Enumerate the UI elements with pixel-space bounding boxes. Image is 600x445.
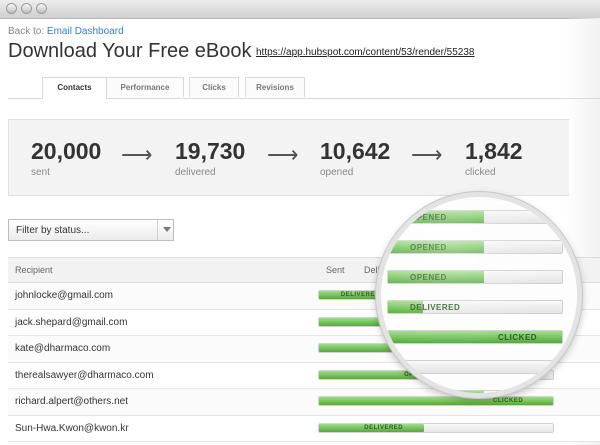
tab-clicks[interactable]: Clicks [189, 77, 239, 97]
stat-opened: 10,642 opened [320, 138, 390, 178]
status-progress-fill [319, 423, 425, 432]
status-progress-fill [319, 291, 401, 299]
lens-glare [381, 197, 577, 393]
window-titlebar [0, 0, 600, 19]
stat-sent-label: sent [31, 167, 50, 178]
recipient-email[interactable]: Sun-Hwa.Kwon@kwon.kr [15, 422, 129, 434]
stat-clicked-value: 1,842 [465, 138, 523, 164]
stat-delivered: 19,730 delivered [175, 138, 245, 178]
table-row[interactable]: Sun-Hwa.Kwon@kwon.kr DELIVERED [8, 415, 600, 442]
magnified-progress-fill [388, 271, 484, 283]
magnified-progress-bar [387, 360, 563, 374]
recipient-email[interactable]: richard.alpert@others.net [15, 396, 128, 407]
magnified-row: DELIVERED [381, 291, 577, 322]
magnified-progress-fill [388, 241, 484, 253]
magnifier-lens: OPENED OPENED OPENED DELIVERED CLICKED OPENED [376, 192, 582, 398]
tab-bar: Contacts Performance Clicks Revisions [8, 77, 600, 99]
status-label: DELIVERED [340, 292, 380, 298]
back-prefix: Back to: [8, 26, 45, 37]
magnified-row: OPENED [381, 231, 577, 262]
magnified-status-label: OPENED [410, 243, 447, 252]
magnified-progress-bar: OPENED [387, 240, 563, 254]
magnified-row: OPENED [381, 201, 577, 232]
right-arrow-icon: ⟶ [267, 142, 299, 167]
status-progress-bar: DELIVERED [318, 422, 554, 433]
status-filter-select[interactable]: Filter by status... [8, 219, 174, 241]
close-window-button[interactable] [6, 3, 17, 14]
magnified-progress-bar: OPENED [387, 390, 563, 393]
chevron-down-icon[interactable] [163, 227, 171, 232]
magnified-bars: OPENED OPENED OPENED DELIVERED CLICKED OPENED [381, 197, 577, 393]
magnified-progress-bar: DELIVERED [387, 300, 563, 314]
stat-clicked: 1,842 clicked [465, 138, 523, 178]
stat-opened-value: 10,642 [320, 138, 391, 164]
status-progress-fill [319, 344, 408, 352]
magnified-progress-fill [388, 301, 423, 313]
select-divider [157, 220, 158, 240]
magnified-row: CLICKED [381, 321, 577, 352]
column-recipient[interactable]: Recipient [15, 265, 53, 275]
status-progress-bar: CLICKED [318, 396, 554, 406]
magnified-status-label: OPENED [410, 213, 447, 222]
tab-performance[interactable]: Performance [106, 77, 184, 97]
stat-opened-label: opened [320, 167, 354, 178]
magnified-row: OPENED [381, 381, 577, 393]
magnified-progress-fill [388, 361, 406, 373]
recipient-email[interactable]: therealsawyer@dharmaco.com [15, 369, 154, 381]
stat-sent: 20,000 sent [31, 138, 101, 178]
stat-delivered-label: delivered [175, 167, 216, 178]
zoom-window-button[interactable] [36, 3, 47, 14]
recipient-email[interactable]: jack.shepard@gmail.com [15, 316, 128, 328]
status-label: DELIVERED [364, 424, 404, 431]
column-sent[interactable]: Sent [326, 265, 345, 275]
magnified-progress-bar: CLICKED [387, 330, 563, 344]
email-dashboard-link[interactable]: Email Dashboard [46, 26, 124, 37]
magnified-progress-bar: OPENED [387, 210, 563, 224]
render-url-link[interactable]: https://app.hubspot.com/content/53/rende… [256, 47, 475, 58]
magnified-progress-fill [388, 331, 562, 343]
status-label: CLICKED [493, 398, 524, 404]
stat-delivered-value: 19,730 [175, 138, 246, 164]
recipient-email[interactable]: kate@dharmaco.com [15, 343, 111, 354]
stat-sent-value: 20,000 [31, 138, 102, 164]
tab-contacts[interactable]: Contacts [42, 77, 107, 99]
right-arrow-icon: ⟶ [411, 142, 443, 167]
tab-revisions[interactable]: Revisions [245, 77, 305, 97]
recipient-email[interactable]: johnlocke@gmail.com [15, 290, 113, 301]
magnified-progress-fill [388, 211, 484, 223]
magnified-status-label: CLICKED [498, 333, 537, 342]
status-filter-value: Filter by status... [16, 225, 90, 236]
email-stats-panel: 20,000 sent ⟶ 19,730 delivered ⟶ 10,642 … [8, 119, 569, 196]
magnified-status-label: DELIVERED [410, 303, 460, 312]
page-title: Download Your Free eBook [8, 40, 252, 62]
magnified-status-label: OPENED [410, 273, 447, 282]
stat-clicked-label: clicked [465, 167, 496, 178]
breadcrumb: Back to: Email Dashboard [8, 26, 124, 37]
status-progress-fill [319, 397, 553, 405]
right-arrow-icon: ⟶ [121, 142, 153, 167]
magnified-progress-fill [388, 391, 484, 393]
minimize-window-button[interactable] [21, 3, 32, 14]
magnified-progress-bar: OPENED [387, 270, 563, 284]
